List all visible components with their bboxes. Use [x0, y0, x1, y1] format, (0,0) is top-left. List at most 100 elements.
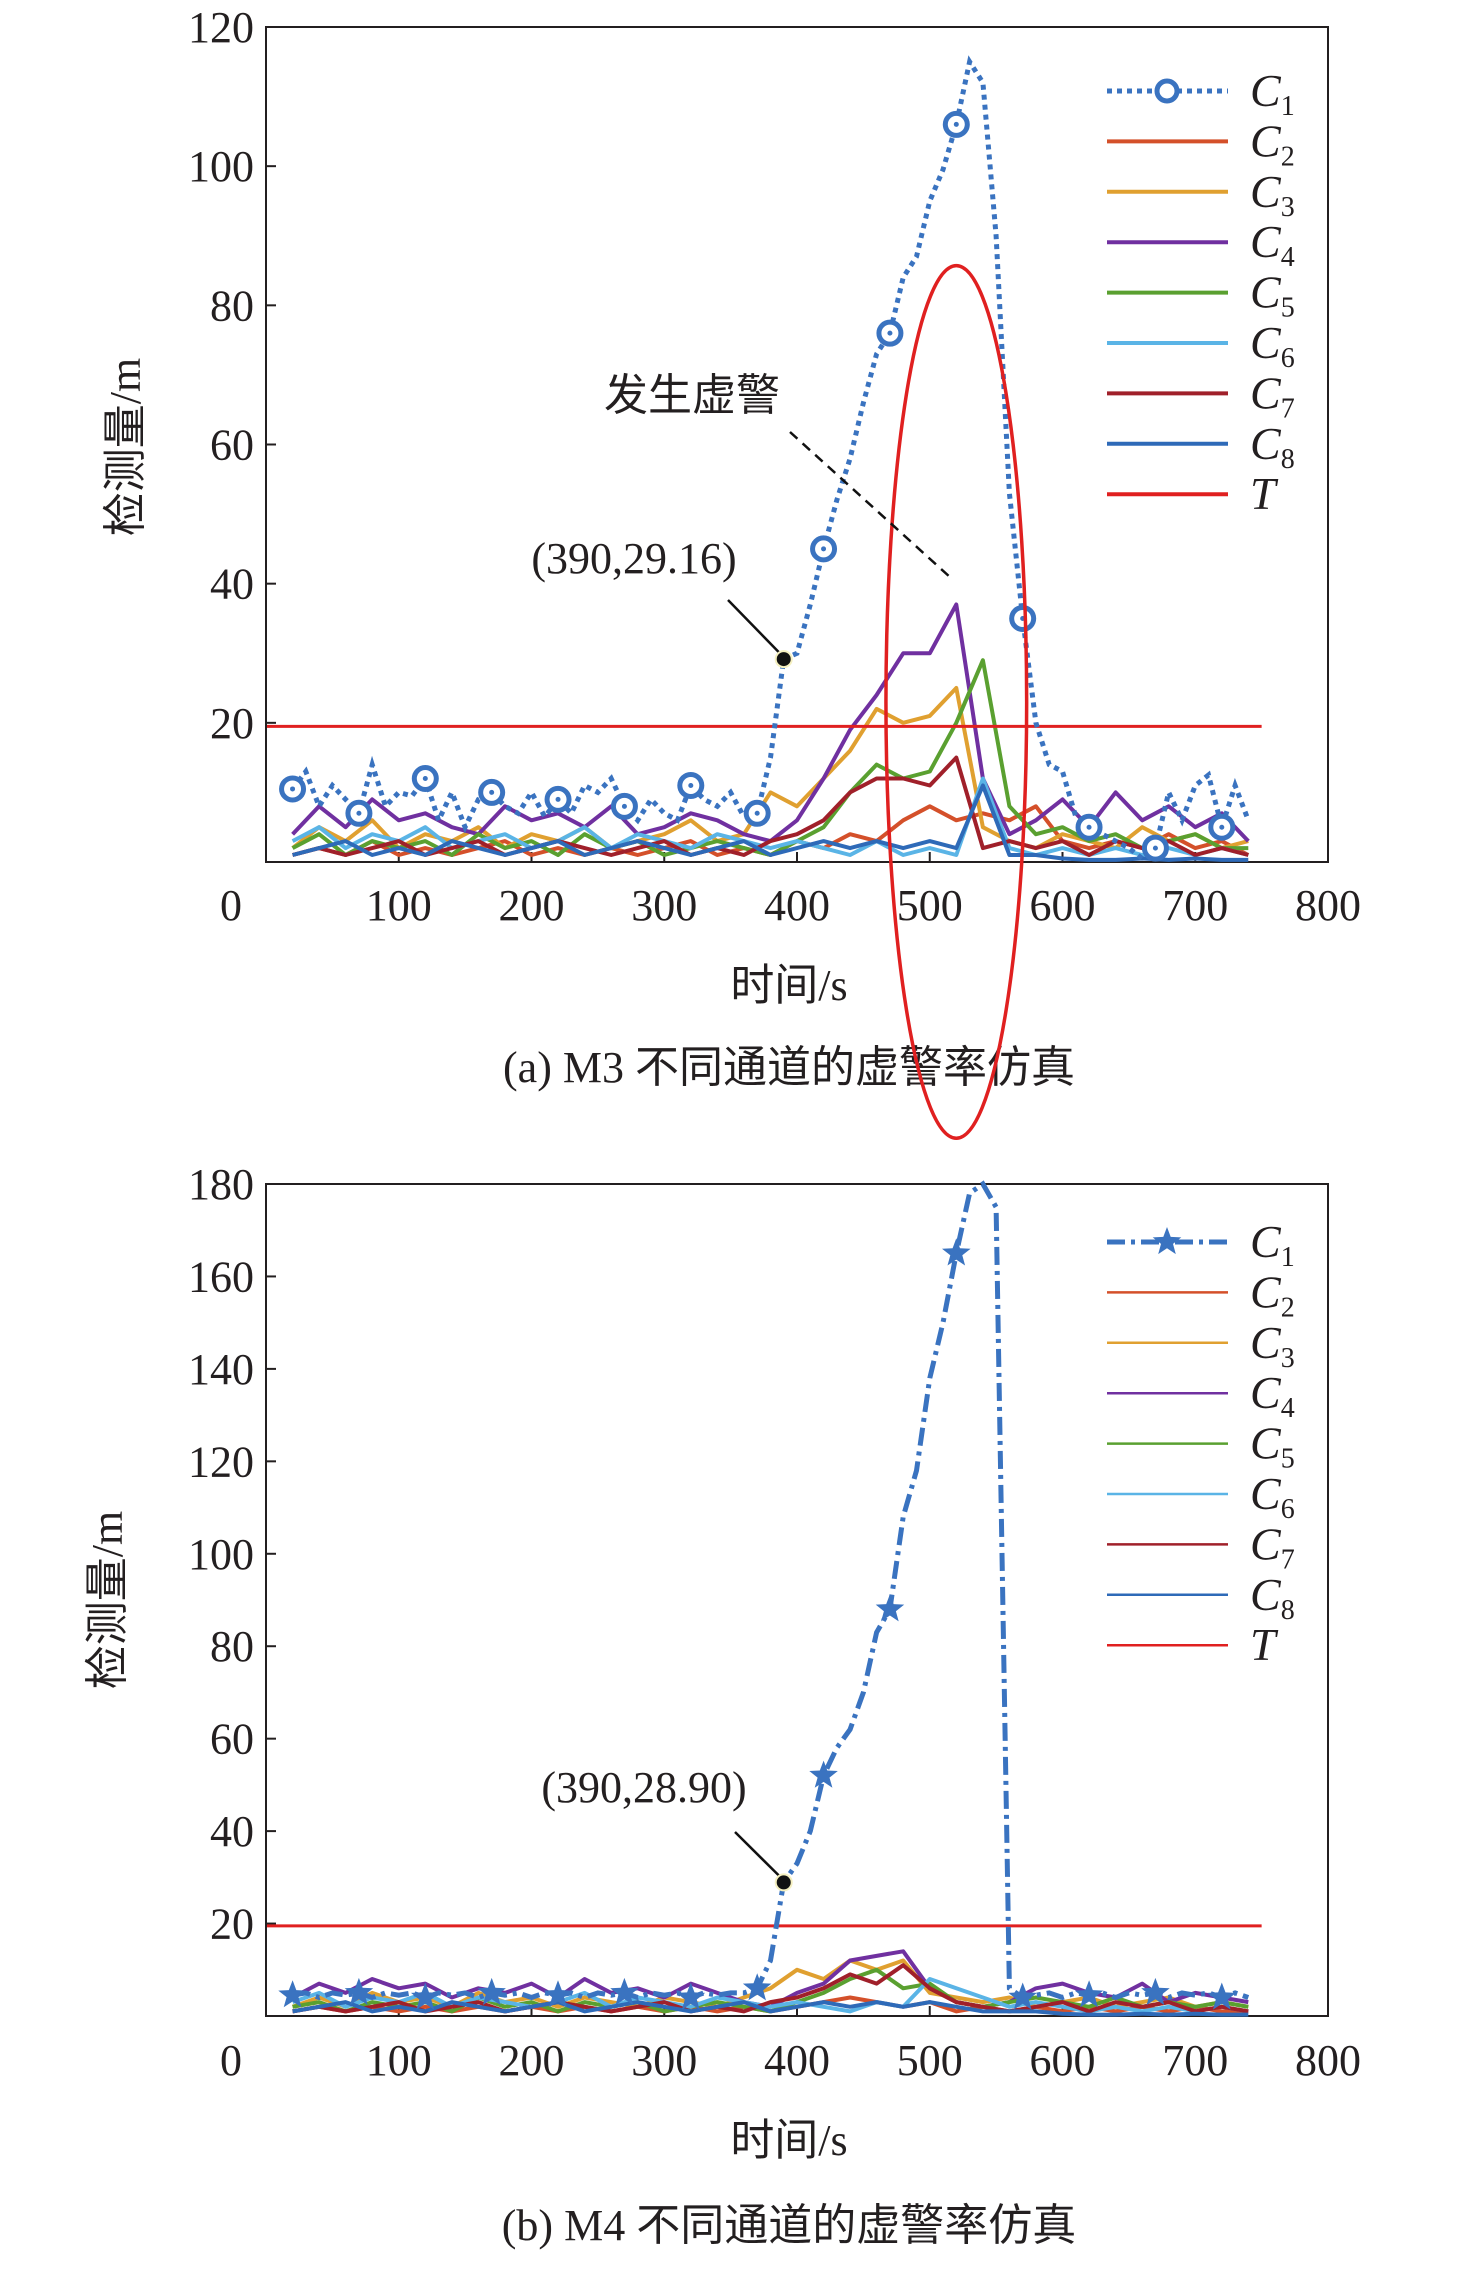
c1-circle-marker-dot — [1152, 845, 1158, 851]
legend-label: C2 — [1250, 1266, 1295, 1323]
c1-circle-marker-dot — [1219, 824, 1225, 830]
y-tick-label: 20 — [210, 699, 254, 748]
x-tick-label: 800 — [1295, 2036, 1361, 2085]
x-tick-label: 700 — [1162, 2036, 1228, 2085]
y-tick-label: 80 — [210, 1622, 254, 1671]
c1-circle-marker-dot — [621, 803, 627, 809]
x-tick-label: 600 — [1030, 2036, 1096, 2085]
legend-label: C4 — [1250, 1367, 1295, 1424]
series-line-c1 — [290, 55, 1251, 862]
legend-label: C7 — [1250, 1518, 1295, 1575]
legend-label: C1 — [1250, 1216, 1295, 1273]
annotation-label: (390,28.90) — [541, 1763, 746, 1812]
c1-circle-marker-dot — [489, 789, 495, 795]
annotation-point — [774, 650, 793, 669]
legend-subscript: 1 — [1281, 91, 1295, 122]
c1-star-marker — [543, 1980, 573, 2008]
legend-label: C5 — [1250, 267, 1295, 324]
x-tick-label: 100 — [366, 881, 432, 930]
y-tick-label: 180 — [188, 1160, 254, 1209]
y-tick-label: 40 — [210, 1807, 254, 1856]
x-tick-label: 300 — [631, 881, 697, 930]
c1-star-marker — [1141, 1977, 1170, 2005]
x-tick-label: 400 — [764, 881, 830, 930]
legend-subscript: 1 — [1281, 1242, 1295, 1273]
c1-star-marker — [1008, 1982, 1037, 2010]
series-line-c8 — [292, 783, 1249, 862]
x-tick-label: 0 — [220, 2036, 242, 2085]
legend-subscript: 7 — [1281, 393, 1295, 424]
c1-circle-marker-dot — [688, 782, 694, 788]
x-tick-label: 600 — [1030, 881, 1096, 930]
c1-star-marker — [278, 1980, 307, 2008]
legend-label: C6 — [1250, 1468, 1295, 1525]
c1-circle-marker-dot — [887, 330, 893, 336]
legend-subscript: 5 — [1281, 293, 1295, 324]
c1-circle-marker-dot — [1086, 824, 1092, 830]
y-tick-label: 20 — [210, 1900, 254, 1949]
legend-label: C2 — [1250, 115, 1295, 172]
c1-circle-marker-dot — [953, 121, 959, 127]
callout-dashed-line — [789, 431, 952, 579]
x-tick-label: 500 — [897, 2036, 963, 2085]
y-tick-label: 140 — [188, 1345, 254, 1394]
annotation-leader-line — [727, 599, 781, 654]
legend-subscript: 3 — [1281, 1343, 1295, 1374]
x-tick-label: 700 — [1162, 881, 1228, 930]
legend-label: C8 — [1250, 418, 1295, 475]
c1-star-marker — [742, 1973, 772, 2001]
c1-star-marker — [875, 1594, 905, 1622]
series-line-c8 — [292, 2000, 1249, 2017]
series-line-c7 — [292, 1963, 1249, 2014]
legend-subscript: 4 — [1281, 242, 1295, 273]
legend-subscript: 5 — [1281, 1444, 1295, 1475]
chart-a: 0 100 200 300 400 500 600 700 800 20 40 60 80 100 120 时… — [101, 3, 1361, 1140]
y-axis-label: 检测量/m — [83, 1511, 132, 1689]
c1-circle-marker-dot — [356, 810, 362, 816]
x-tick-label: 200 — [499, 881, 565, 930]
legend-label: C1 — [1250, 65, 1295, 122]
plot-frame — [265, 1183, 1329, 2017]
legend-label: C5 — [1250, 1418, 1295, 1475]
legend-subscript: 2 — [1281, 1292, 1295, 1323]
x-axis-label: 时间/s — [730, 2116, 847, 2165]
c1-star-marker — [942, 1238, 971, 1266]
legend-label: C7 — [1250, 367, 1295, 424]
chart-b: 0 100 200 300 400 500 600 700 800 20 40 60 80 100 120 1… — [83, 1160, 1361, 2250]
c1-star-marker — [477, 1977, 506, 2005]
series-line-c7 — [292, 755, 1249, 857]
x-tick-label: 400 — [764, 2036, 830, 2085]
y-tick-label: 100 — [188, 142, 254, 191]
c1-circle-marker-dot — [290, 786, 296, 792]
legend-subscript: 3 — [1281, 192, 1295, 223]
y-tick-label: 80 — [210, 281, 254, 330]
chart-caption: (b) M4 不同通道的虚警率仿真 — [502, 2201, 1076, 2250]
x-tick-label: 800 — [1295, 881, 1361, 930]
x-tick-label: 0 — [220, 881, 242, 930]
chart-caption: (a) M3 不同通道的虚警率仿真 — [503, 1043, 1075, 1092]
legend-label: T — [1250, 468, 1279, 519]
y-tick-label: 60 — [210, 1715, 254, 1764]
callout-label: 发生虚警 — [604, 371, 780, 420]
legend-circle-icon — [1154, 78, 1180, 104]
legend-label: C3 — [1250, 1317, 1295, 1374]
y-tick-label: 100 — [188, 1530, 254, 1579]
annotation-label: (390,29.16) — [531, 534, 736, 583]
c1-star-marker — [676, 1982, 706, 2010]
c1-circle-marker-dot — [821, 546, 827, 552]
legend-subscript: 8 — [1281, 1595, 1295, 1626]
legend-subscript: 8 — [1281, 444, 1295, 475]
annotation-point — [774, 1873, 793, 1892]
y-tick-label: 120 — [188, 1437, 254, 1486]
false-alarm-ellipse — [884, 263, 1029, 1140]
y-tick-label: 160 — [188, 1252, 254, 1301]
x-tick-label: 300 — [631, 2036, 697, 2085]
c1-star-marker — [1074, 1980, 1104, 2008]
legend-label: C6 — [1250, 317, 1295, 374]
legend-star-icon — [1152, 1227, 1182, 1255]
y-tick-label: 120 — [188, 3, 254, 52]
c1-circle-marker-dot — [555, 796, 561, 802]
